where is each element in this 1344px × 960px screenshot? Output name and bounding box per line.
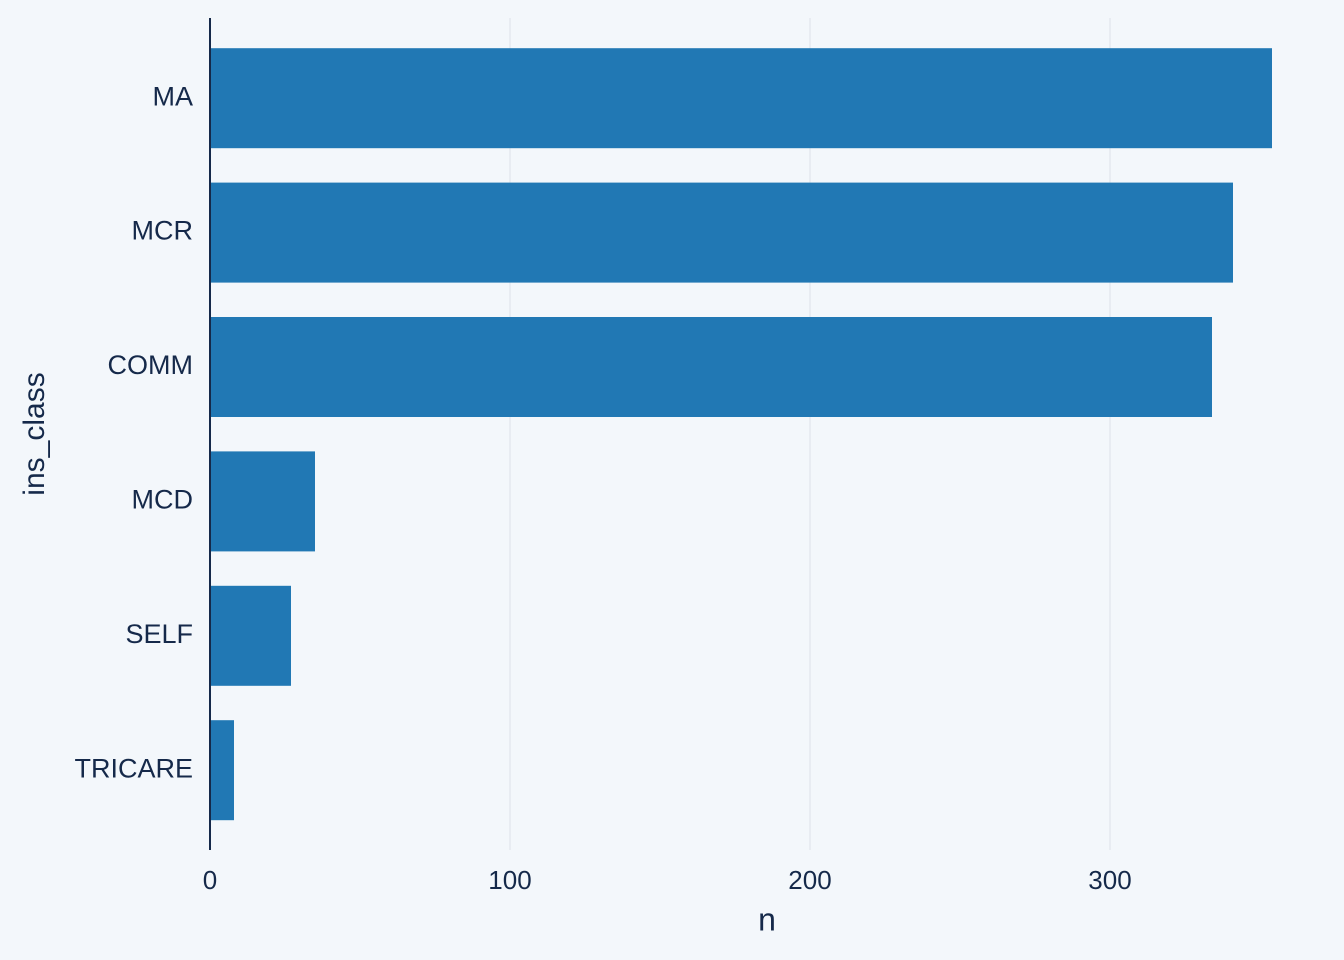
- x-axis-title: n: [758, 901, 776, 937]
- y-tick-label: MA: [153, 81, 194, 111]
- y-tick-label: COMM: [108, 350, 193, 380]
- bar: [210, 182, 1233, 283]
- y-tick-label: MCR: [132, 216, 194, 246]
- y-tick-label: SELF: [125, 619, 193, 649]
- y-tick-label: MCD: [132, 485, 194, 515]
- x-tick-label: 300: [1088, 865, 1131, 895]
- x-tick-label: 100: [488, 865, 531, 895]
- y-axis-title: ins_class: [18, 372, 51, 495]
- bar: [210, 48, 1272, 149]
- bar: [210, 317, 1212, 417]
- x-tick-label: 0: [203, 865, 217, 895]
- y-tick-label: TRICARE: [74, 753, 193, 783]
- bar: [210, 585, 291, 686]
- bar: [210, 451, 315, 552]
- x-tick-label: 200: [788, 865, 831, 895]
- bar: [210, 720, 234, 821]
